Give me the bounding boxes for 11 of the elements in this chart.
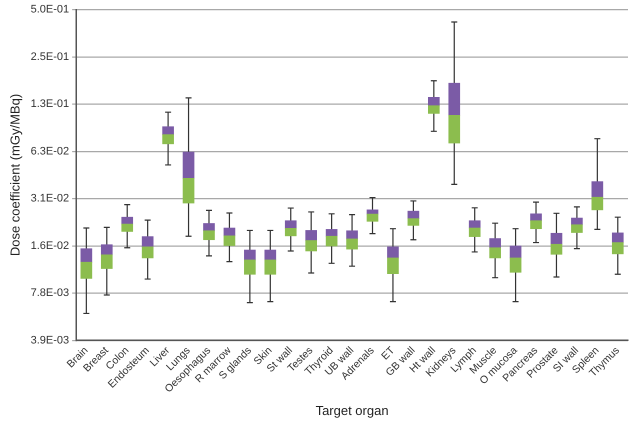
y-tick-label: 6.3E-02 xyxy=(30,145,70,158)
y-tick-label: 2.5E-01 xyxy=(30,50,70,63)
y-tick-label: 1.6E-02 xyxy=(30,240,70,252)
x-tick-label: ET xyxy=(379,344,398,362)
y-tick-label: 5.0E-01 xyxy=(30,4,70,16)
x-axis-title: Target organ xyxy=(316,402,389,418)
y-tick-label: 3.9E-03 xyxy=(30,334,70,346)
y-tick-label: 1.3E-01 xyxy=(30,98,70,110)
y-tick-label: 7.8E-03 xyxy=(30,287,70,300)
y-tick-label: 3.1E-02 xyxy=(30,192,70,205)
y-axis-title: Dose coefficient (mGy/MBq) xyxy=(7,94,22,256)
